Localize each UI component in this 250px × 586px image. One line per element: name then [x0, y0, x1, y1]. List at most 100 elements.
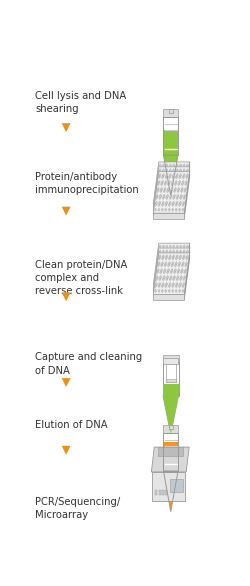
Polygon shape: [180, 255, 182, 258]
Polygon shape: [168, 203, 170, 206]
Polygon shape: [163, 265, 165, 269]
Polygon shape: [156, 185, 158, 188]
Polygon shape: [159, 201, 161, 205]
Polygon shape: [178, 176, 181, 179]
Polygon shape: [172, 280, 174, 283]
Polygon shape: [163, 275, 165, 279]
Polygon shape: [155, 278, 158, 281]
Polygon shape: [162, 272, 164, 276]
Polygon shape: [178, 203, 181, 206]
Bar: [164, 357, 178, 363]
Polygon shape: [178, 264, 180, 267]
Polygon shape: [168, 252, 170, 255]
Polygon shape: [184, 248, 190, 295]
Polygon shape: [166, 278, 168, 281]
Polygon shape: [153, 162, 190, 203]
Polygon shape: [176, 173, 178, 177]
Text: Cell lysis and DNA
shearing: Cell lysis and DNA shearing: [35, 91, 126, 114]
Polygon shape: [180, 265, 182, 269]
Polygon shape: [166, 192, 168, 195]
Polygon shape: [180, 163, 182, 167]
Polygon shape: [172, 171, 174, 174]
Polygon shape: [177, 189, 179, 193]
Polygon shape: [160, 194, 162, 197]
Polygon shape: [184, 178, 187, 181]
Bar: [163, 362, 178, 396]
Polygon shape: [158, 208, 160, 212]
Polygon shape: [180, 169, 182, 172]
Polygon shape: [184, 185, 186, 188]
Polygon shape: [174, 178, 176, 181]
Bar: [163, 424, 178, 432]
Polygon shape: [170, 185, 172, 188]
Polygon shape: [178, 261, 181, 265]
Text: Protein/antibody
immunoprecipitation: Protein/antibody immunoprecipitation: [35, 172, 139, 195]
Polygon shape: [162, 192, 164, 195]
Bar: [158, 489, 160, 495]
Polygon shape: [169, 173, 172, 177]
Bar: [164, 130, 178, 155]
Polygon shape: [174, 259, 176, 262]
Polygon shape: [168, 198, 170, 202]
Polygon shape: [183, 163, 185, 167]
Polygon shape: [177, 271, 179, 274]
Polygon shape: [175, 176, 178, 179]
Polygon shape: [165, 252, 167, 255]
Polygon shape: [162, 278, 164, 281]
Polygon shape: [181, 178, 184, 181]
Polygon shape: [171, 259, 173, 262]
Polygon shape: [184, 182, 187, 186]
Polygon shape: [169, 255, 172, 258]
Bar: [163, 355, 178, 362]
Polygon shape: [182, 203, 184, 206]
Polygon shape: [174, 182, 176, 186]
Bar: [164, 117, 178, 155]
Polygon shape: [162, 252, 164, 255]
Polygon shape: [178, 268, 180, 272]
Polygon shape: [182, 289, 184, 292]
Polygon shape: [175, 198, 177, 202]
Polygon shape: [184, 275, 186, 279]
Bar: [163, 108, 178, 117]
Polygon shape: [153, 203, 184, 209]
Polygon shape: [172, 252, 174, 255]
Polygon shape: [181, 188, 184, 190]
Polygon shape: [164, 182, 166, 186]
Polygon shape: [178, 198, 181, 202]
Polygon shape: [164, 155, 178, 196]
Polygon shape: [161, 208, 164, 212]
Polygon shape: [183, 282, 185, 285]
Polygon shape: [159, 163, 161, 167]
Polygon shape: [180, 275, 182, 279]
Polygon shape: [183, 245, 185, 248]
Polygon shape: [175, 289, 177, 292]
Polygon shape: [164, 178, 166, 181]
Bar: [155, 489, 157, 495]
Polygon shape: [177, 194, 179, 197]
Polygon shape: [154, 280, 157, 283]
Polygon shape: [183, 201, 185, 205]
Bar: [163, 384, 178, 396]
Bar: [166, 363, 176, 382]
Polygon shape: [160, 259, 163, 262]
Polygon shape: [182, 208, 184, 212]
Polygon shape: [175, 203, 177, 206]
Polygon shape: [164, 259, 166, 262]
Polygon shape: [163, 194, 165, 197]
Polygon shape: [166, 250, 168, 253]
Polygon shape: [159, 250, 161, 253]
Polygon shape: [155, 192, 158, 195]
Bar: [164, 432, 178, 471]
Polygon shape: [179, 201, 182, 205]
Polygon shape: [153, 285, 184, 290]
Polygon shape: [176, 196, 178, 200]
Polygon shape: [160, 178, 163, 181]
Polygon shape: [184, 268, 187, 272]
Polygon shape: [160, 264, 163, 267]
Polygon shape: [174, 268, 176, 272]
Polygon shape: [159, 255, 161, 258]
Polygon shape: [184, 167, 190, 214]
Polygon shape: [180, 250, 182, 253]
Polygon shape: [155, 196, 158, 200]
Polygon shape: [153, 172, 190, 213]
